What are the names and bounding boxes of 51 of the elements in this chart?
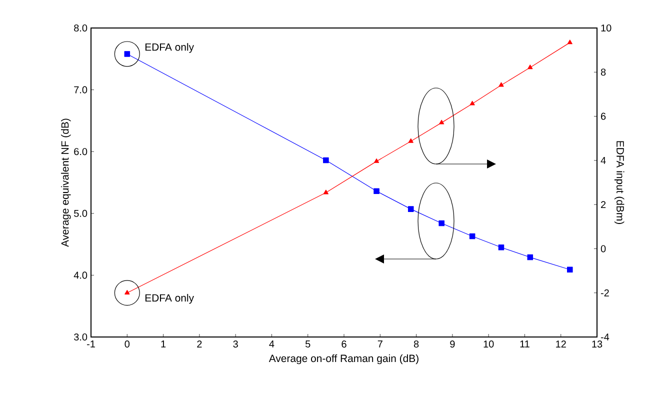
annotation: EDFA only [145,43,194,53]
point [323,190,328,194]
point [408,206,414,212]
x-tick-label: 9 [450,340,455,348]
point [498,82,504,87]
x-axis-title: Average on-off Raman gain (dB) [268,354,418,364]
y2-tick-label: 4 [600,156,606,164]
y2-tick-label: 2 [601,201,606,208]
x-tick-label: 12 [556,340,566,348]
point [469,233,476,240]
y-tick-label: 4.0 [74,272,88,279]
point [470,100,475,106]
x-tick-label: 4 [269,340,274,348]
point [567,40,572,44]
annotation: EDFA only [145,294,194,304]
y2-tick-label: 8 [600,68,606,76]
point [374,188,380,194]
point [527,254,534,260]
x-tick-label: 3 [233,340,238,348]
x-tick-label: 0 [124,340,130,348]
point [323,157,329,164]
point [439,120,444,124]
y-tick-label: 3.0 [74,333,88,341]
x-tick-label: 8 [414,340,419,348]
point [408,138,414,143]
y2-axis-title: EDFA input (dBm) [614,141,624,224]
x-tick-label: 11 [520,340,530,348]
x-tick-label: 10 [484,340,494,348]
x-tick-label: 13 [592,340,602,348]
x-tick-label: 6 [342,340,346,348]
point [567,266,573,273]
y-axis-title: Average equivalent NF (dB) [61,118,71,247]
point [438,220,444,226]
y2-tick-label: -2 [600,289,609,296]
y2-tick-label: 6 [601,112,606,120]
y2-tick-label: -4 [600,334,610,340]
y-tick-label: 8.0 [74,24,88,32]
point [498,244,504,250]
y-tick-label: 6.0 [74,148,88,156]
x-tick-label: 1 [161,340,166,348]
point [374,158,380,163]
point [124,290,130,294]
x-tick-label: 5 [305,340,310,348]
y-tick-label: 7.0 [74,86,88,94]
point [528,64,533,70]
x-tick-label: 2 [197,340,202,348]
x-tick-label: 7 [378,340,382,348]
y2-tick-label: 0 [600,245,606,252]
y2-tick-label: 10 [601,24,612,32]
y-tick-label: 5.0 [74,210,88,217]
x-tick-label: -1 [87,340,95,348]
